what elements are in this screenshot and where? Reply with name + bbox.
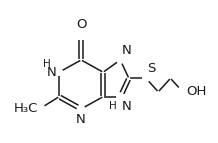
Text: N: N xyxy=(46,66,56,79)
Text: H₃C: H₃C xyxy=(14,102,38,115)
Text: N: N xyxy=(121,44,131,57)
Text: N: N xyxy=(121,100,131,113)
Text: H: H xyxy=(109,101,117,111)
Text: S: S xyxy=(147,62,156,75)
Text: H: H xyxy=(43,59,51,69)
Text: N: N xyxy=(76,113,86,126)
Text: OH: OH xyxy=(186,85,206,98)
Text: O: O xyxy=(76,18,86,31)
